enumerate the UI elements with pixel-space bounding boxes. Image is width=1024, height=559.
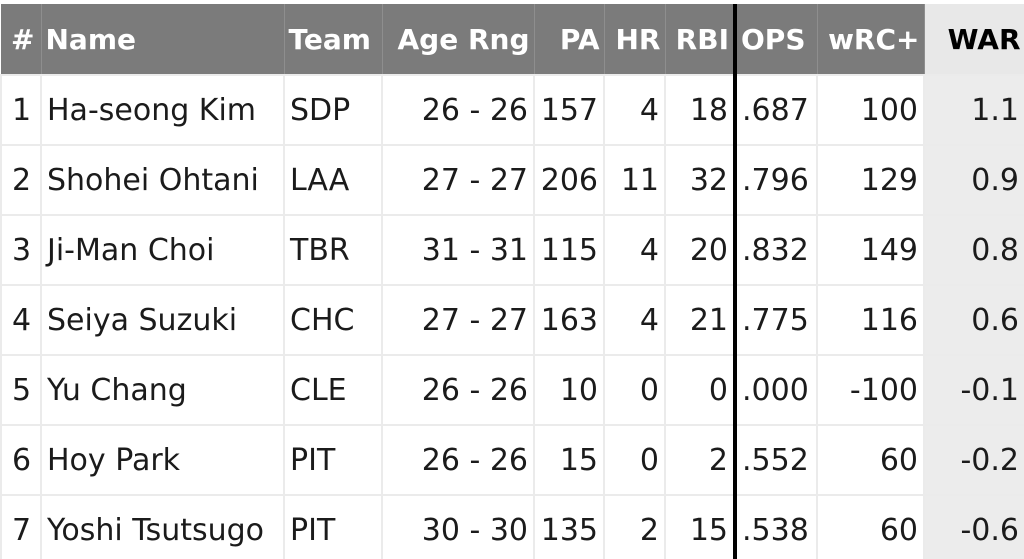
cell-war: -0.1 bbox=[923, 354, 1024, 426]
cell-team[interactable]: CLE bbox=[283, 354, 383, 426]
cell-num: 4 bbox=[0, 284, 42, 356]
cell-war: 0.8 bbox=[923, 214, 1024, 286]
cell-hr: 4 bbox=[603, 284, 666, 356]
cell-num: 7 bbox=[0, 494, 42, 559]
cell-rbi: 0 bbox=[664, 354, 736, 426]
cell-age: 27 - 27 bbox=[381, 284, 535, 356]
header-row: # Name Team Age Rng PA HR RBI OPS wRC+ W… bbox=[1, 4, 1024, 75]
leaderboard-table: # Name Team Age Rng PA HR RBI OPS wRC+ W… bbox=[0, 4, 1024, 559]
table-row[interactable]: 1 Ha-seong Kim SDP 26 - 26 157 4 18.687 100 1.1 bbox=[0, 74, 1024, 146]
cell-hr: 4 bbox=[603, 214, 666, 286]
cell-rbi: 32 bbox=[664, 144, 736, 216]
cell-name[interactable]: Seiya Suzuki bbox=[40, 284, 285, 356]
cell-name[interactable]: Hoy Park bbox=[40, 424, 285, 496]
cell-team[interactable]: SDP bbox=[283, 74, 383, 146]
header-name[interactable]: Name bbox=[41, 4, 285, 75]
header-age[interactable]: Age Rng bbox=[382, 4, 535, 75]
header-hr[interactable]: HR bbox=[604, 4, 666, 75]
cell-ops: .687 bbox=[733, 74, 818, 146]
cell-rbi: 15 bbox=[664, 494, 736, 559]
cell-team[interactable]: PIT bbox=[283, 424, 383, 496]
cell-wrc: 100 bbox=[816, 74, 925, 146]
cell-wrc: 129 bbox=[816, 144, 925, 216]
cell-wrc: 116 bbox=[816, 284, 925, 356]
header-ops[interactable]: OPS bbox=[733, 4, 818, 75]
cell-war: 1.1 bbox=[923, 74, 1024, 146]
cell-ops: .775 bbox=[733, 284, 818, 356]
header-rbi[interactable]: RBI bbox=[665, 4, 736, 75]
cell-age: 30 - 30 bbox=[381, 494, 535, 559]
cell-pa: 135 bbox=[533, 494, 605, 559]
cell-age: 26 - 26 bbox=[381, 354, 535, 426]
cell-age: 26 - 26 bbox=[381, 74, 535, 146]
cell-team[interactable]: PIT bbox=[283, 494, 383, 559]
cell-ops: .552 bbox=[733, 424, 818, 496]
table-row[interactable]: 6 Hoy Park PIT 26 - 26 15 0 2.552 60 -0.2 bbox=[0, 424, 1024, 496]
cell-ops: .832 bbox=[733, 214, 818, 286]
cell-num: 5 bbox=[0, 354, 42, 426]
table-header: # Name Team Age Rng PA HR RBI OPS wRC+ W… bbox=[1, 4, 1024, 75]
cell-age: 26 - 26 bbox=[381, 424, 535, 496]
cell-rbi: 18 bbox=[664, 74, 736, 146]
cell-wrc: 60 bbox=[816, 424, 925, 496]
cell-pa: 157 bbox=[533, 74, 605, 146]
cell-age: 31 - 31 bbox=[381, 214, 535, 286]
cell-war: 0.6 bbox=[923, 284, 1024, 356]
cell-age: 27 - 27 bbox=[381, 144, 535, 216]
cell-wrc: -100 bbox=[816, 354, 925, 426]
table-row[interactable]: 2 Shohei Ohtani LAA 27 - 27 206 11 32.796 129 0.… bbox=[0, 144, 1024, 216]
cell-pa: 163 bbox=[533, 284, 605, 356]
table-row[interactable]: 5 Yu Chang CLE 26 - 26 10 0 0.000 -100 -0.1 bbox=[0, 354, 1024, 426]
cell-num: 3 bbox=[0, 214, 42, 286]
cell-hr: 11 bbox=[603, 144, 666, 216]
cell-wrc: 60 bbox=[816, 494, 925, 559]
cell-hr: 4 bbox=[603, 74, 666, 146]
cell-pa: 10 bbox=[533, 354, 605, 426]
cell-num: 6 bbox=[0, 424, 42, 496]
cell-hr: 0 bbox=[603, 424, 666, 496]
cell-pa: 115 bbox=[533, 214, 605, 286]
table-row[interactable]: 4 Seiya Suzuki CHC 27 - 27 163 4 21.775 116 0.6 bbox=[0, 284, 1024, 356]
cell-ops: .538 bbox=[733, 494, 818, 559]
cell-num: 2 bbox=[0, 144, 42, 216]
cell-war: -0.6 bbox=[923, 494, 1024, 559]
cell-war: -0.2 bbox=[923, 424, 1024, 496]
header-war[interactable]: WAR bbox=[924, 4, 1024, 75]
cell-pa: 206 bbox=[533, 144, 605, 216]
cell-name[interactable]: Yoshi Tsutsugo bbox=[40, 494, 285, 559]
cell-ops: .796 bbox=[733, 144, 818, 216]
cell-team[interactable]: TBR bbox=[283, 214, 383, 286]
cell-wrc: 149 bbox=[816, 214, 925, 286]
cell-war: 0.9 bbox=[923, 144, 1024, 216]
cell-hr: 2 bbox=[603, 494, 666, 559]
cell-ops: .000 bbox=[733, 354, 818, 426]
header-pa[interactable]: PA bbox=[534, 4, 605, 75]
header-team[interactable]: Team bbox=[284, 4, 383, 75]
table-row[interactable]: 7 Yoshi Tsutsugo PIT 30 - 30 135 2 15.538 60 -0.… bbox=[0, 494, 1024, 559]
header-num[interactable]: # bbox=[1, 4, 42, 75]
cell-pa: 15 bbox=[533, 424, 605, 496]
cell-name[interactable]: Ji-Man Choi bbox=[40, 214, 285, 286]
cell-name[interactable]: Yu Chang bbox=[40, 354, 285, 426]
cell-rbi: 21 bbox=[664, 284, 736, 356]
cell-name[interactable]: Shohei Ohtani bbox=[40, 144, 285, 216]
cell-rbi: 2 bbox=[664, 424, 736, 496]
cell-hr: 0 bbox=[603, 354, 666, 426]
cell-name[interactable]: Ha-seong Kim bbox=[40, 74, 285, 146]
table-row[interactable]: 3 Ji-Man Choi TBR 31 - 31 115 4 20.832 149 0.8 bbox=[0, 214, 1024, 286]
cell-team[interactable]: CHC bbox=[283, 284, 383, 356]
cell-team[interactable]: LAA bbox=[283, 144, 383, 216]
cell-rbi: 20 bbox=[664, 214, 736, 286]
table-body: 1 Ha-seong Kim SDP 26 - 26 157 4 18.687 100 1.1 2… bbox=[0, 74, 1024, 559]
header-wrc[interactable]: wRC+ bbox=[817, 4, 925, 75]
cell-num: 1 bbox=[0, 74, 42, 146]
